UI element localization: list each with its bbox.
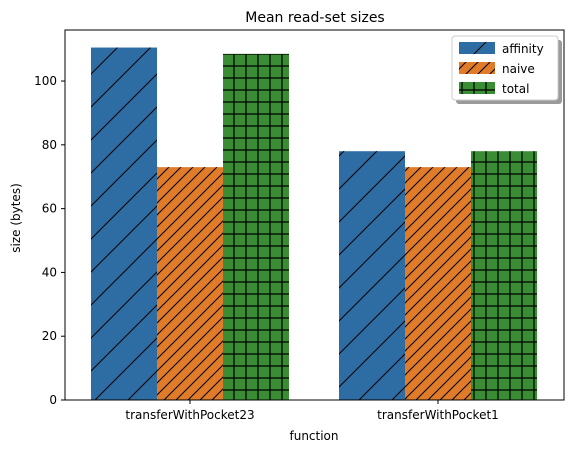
y-axis-label: size (bytes) xyxy=(9,183,23,253)
bar-hatch-affinity-transferwithpocket1 xyxy=(339,151,405,400)
bar-hatch-naive-transferwithpocket23 xyxy=(157,167,223,400)
y-tick-label: 0 xyxy=(49,393,57,407)
bar-hatch-affinity-transferwithpocket23 xyxy=(91,47,157,401)
y-axis: 0 20 40 60 80 100 xyxy=(34,74,65,407)
y-tick-label: 80 xyxy=(42,138,57,152)
legend-swatch-hatch-total xyxy=(459,82,495,94)
y-tick-label: 60 xyxy=(42,202,57,216)
bar-hatch-total-transferwithpocket1 xyxy=(471,151,537,400)
plot-frame xyxy=(64,29,565,401)
legend-swatch-hatch-naive xyxy=(459,62,495,74)
x-tick-label: transferWithPocket1 xyxy=(377,408,499,422)
bar-hatch-total-transferwithpocket23 xyxy=(223,53,289,400)
y-tick-label: 20 xyxy=(42,329,57,343)
bar-hatch-naive-transferwithpocket1 xyxy=(405,167,471,400)
legend-swatch-hatch-affinity xyxy=(459,42,495,54)
bars-group xyxy=(91,47,537,401)
x-tick-label: transferWithPocket23 xyxy=(125,408,254,422)
legend: affinity naive total xyxy=(451,35,562,104)
y-tick-label: 100 xyxy=(34,74,57,88)
chart-title: Mean read-set sizes xyxy=(245,10,384,26)
x-axis-label: function xyxy=(289,429,338,443)
legend-label-affinity: affinity xyxy=(502,42,544,56)
y-tick-label: 40 xyxy=(42,265,57,279)
x-axis: transferWithPocket23 transferWithPocket1 xyxy=(125,400,499,422)
legend-label-total: total xyxy=(502,82,529,96)
legend-label-naive: naive xyxy=(502,62,535,76)
